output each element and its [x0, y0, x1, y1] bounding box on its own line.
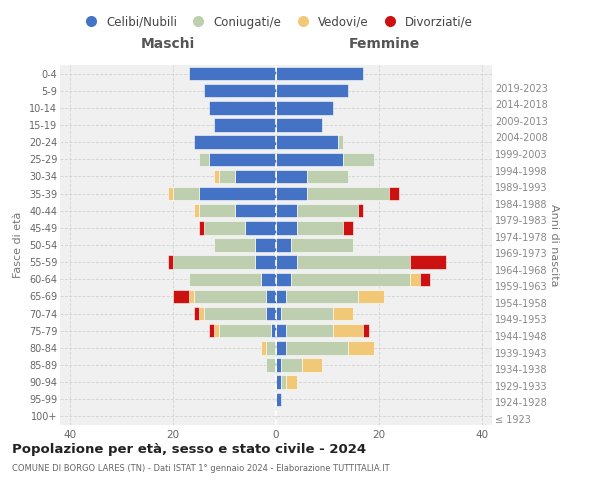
Bar [276, 392, 281, 406]
Bar [338, 136, 343, 149]
Bar [276, 238, 292, 252]
Bar [296, 256, 410, 269]
Bar [194, 136, 276, 149]
Bar [276, 307, 281, 320]
Bar [420, 272, 430, 286]
Bar [276, 324, 286, 338]
Bar [266, 307, 276, 320]
Bar [256, 238, 276, 252]
Y-axis label: Fasce di età: Fasce di età [13, 212, 23, 278]
Bar [389, 187, 400, 200]
Bar [214, 118, 276, 132]
Bar [276, 187, 307, 200]
Bar [276, 136, 338, 149]
Bar [307, 187, 389, 200]
Bar [276, 170, 307, 183]
Bar [204, 84, 276, 98]
Bar [199, 152, 209, 166]
Bar [173, 290, 188, 303]
Bar [194, 204, 199, 218]
Bar [276, 272, 292, 286]
Bar [260, 272, 276, 286]
Bar [245, 221, 276, 234]
Bar [173, 187, 199, 200]
Bar [266, 358, 276, 372]
Bar [194, 307, 199, 320]
Bar [332, 324, 364, 338]
Bar [276, 84, 348, 98]
Bar [276, 290, 286, 303]
Bar [256, 256, 276, 269]
Bar [286, 341, 348, 354]
Text: Maschi: Maschi [141, 38, 195, 52]
Bar [286, 324, 332, 338]
Bar [276, 152, 343, 166]
Bar [220, 170, 235, 183]
Bar [173, 256, 256, 269]
Bar [168, 256, 173, 269]
Bar [199, 187, 276, 200]
Bar [358, 204, 364, 218]
Bar [209, 324, 214, 338]
Text: Popolazione per età, sesso e stato civile - 2024: Popolazione per età, sesso e stato civil… [12, 442, 366, 456]
Bar [364, 324, 368, 338]
Bar [296, 204, 358, 218]
Bar [188, 67, 276, 80]
Bar [276, 118, 322, 132]
Bar [358, 290, 384, 303]
Y-axis label: Anni di nascita: Anni di nascita [549, 204, 559, 286]
Bar [286, 376, 296, 389]
Bar [276, 221, 296, 234]
Bar [332, 307, 353, 320]
Bar [214, 170, 220, 183]
Bar [188, 272, 260, 286]
Bar [214, 324, 220, 338]
Bar [348, 341, 374, 354]
Text: Femmine: Femmine [349, 38, 419, 52]
Bar [235, 170, 276, 183]
Bar [276, 358, 281, 372]
Text: COMUNE DI BORGO LARES (TN) - Dati ISTAT 1° gennaio 2024 - Elaborazione TUTTITALI: COMUNE DI BORGO LARES (TN) - Dati ISTAT … [12, 464, 389, 473]
Bar [168, 187, 173, 200]
Bar [281, 358, 302, 372]
Bar [209, 101, 276, 114]
Bar [281, 307, 332, 320]
Bar [307, 170, 348, 183]
Bar [302, 358, 322, 372]
Bar [188, 290, 194, 303]
Bar [266, 290, 276, 303]
Legend: Celibi/Nubili, Coniugati/e, Vedovi/e, Divorziati/e: Celibi/Nubili, Coniugati/e, Vedovi/e, Di… [74, 11, 478, 34]
Bar [410, 256, 446, 269]
Bar [199, 221, 204, 234]
Bar [276, 204, 296, 218]
Bar [271, 324, 276, 338]
Bar [410, 272, 420, 286]
Bar [209, 152, 276, 166]
Bar [292, 272, 410, 286]
Bar [235, 204, 276, 218]
Bar [276, 101, 332, 114]
Bar [276, 341, 286, 354]
Bar [199, 204, 235, 218]
Bar [292, 238, 353, 252]
Bar [343, 152, 374, 166]
Bar [276, 376, 281, 389]
Bar [204, 221, 245, 234]
Bar [281, 376, 286, 389]
Bar [276, 67, 364, 80]
Bar [204, 307, 266, 320]
Bar [296, 221, 343, 234]
Bar [343, 221, 353, 234]
Bar [214, 238, 256, 252]
Bar [266, 341, 276, 354]
Bar [260, 341, 266, 354]
Bar [194, 290, 266, 303]
Bar [286, 290, 358, 303]
Bar [199, 307, 204, 320]
Bar [276, 256, 296, 269]
Bar [220, 324, 271, 338]
